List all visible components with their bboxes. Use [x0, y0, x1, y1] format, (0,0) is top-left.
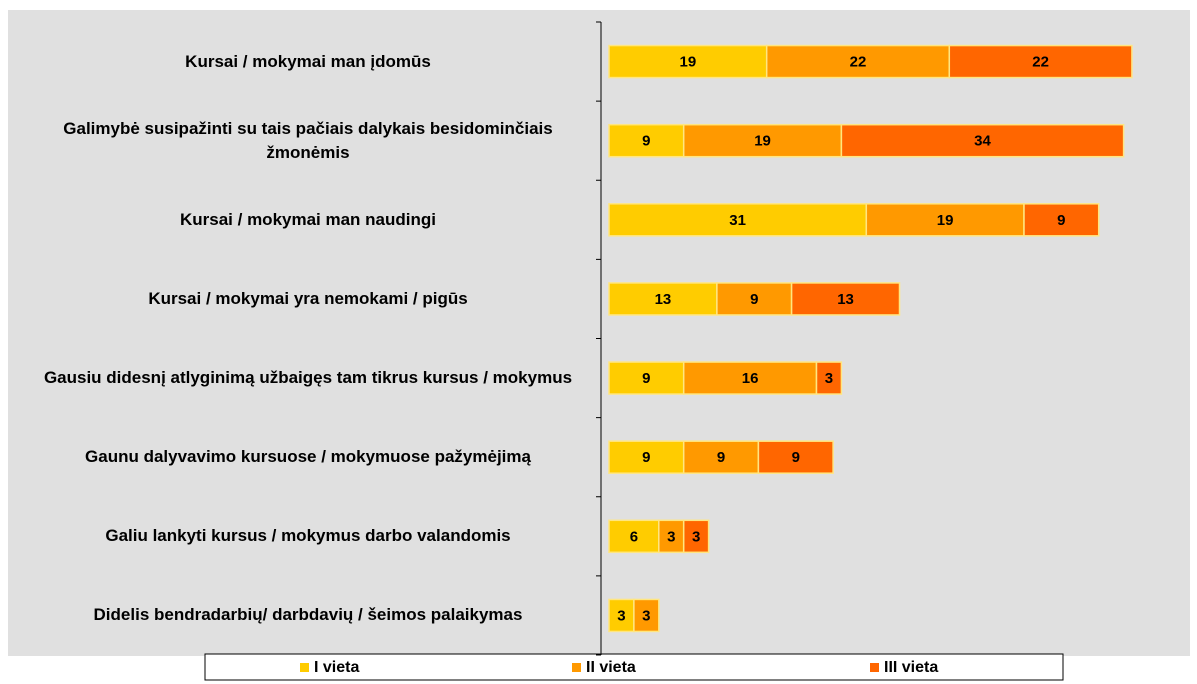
legend-label: II vieta [586, 659, 636, 676]
category-label: Didelis bendradarbių/ darbdavių / šeimos… [93, 605, 523, 625]
legend-swatch [870, 663, 879, 672]
bar-value-label: 19 [754, 133, 771, 150]
plot-background [8, 10, 1190, 656]
bar-value-label: 16 [742, 370, 759, 387]
bar-segment [682, 361, 818, 395]
bar-segment [948, 44, 1133, 79]
legend-label: III vieta [884, 659, 938, 676]
bar-value-label: 34 [974, 133, 991, 150]
bar-segment [865, 203, 1025, 237]
bar-value-label: 9 [717, 449, 725, 466]
bar-value-label: 9 [1057, 212, 1065, 229]
bar-segment [757, 440, 834, 474]
bar-value-label: 9 [792, 449, 800, 466]
bar-segment [765, 44, 951, 79]
bar-segment [608, 519, 660, 554]
category-label: Galimybė susipažinti su tais pačiais dal… [63, 118, 553, 162]
bar-value-label: 3 [825, 370, 833, 387]
bar-value-label: 6 [630, 528, 638, 545]
bar-segment [608, 282, 718, 316]
bar-segment [633, 598, 660, 633]
bar-segment [815, 361, 843, 395]
bar-value-label: 22 [850, 54, 867, 71]
bar-segment [840, 123, 1125, 158]
bar-segment [682, 519, 710, 554]
bar-segment [1023, 203, 1100, 237]
bar-value-label: 3 [617, 607, 625, 624]
bar-segment [608, 440, 685, 474]
bar-value-label: 9 [642, 449, 650, 466]
bar-segment [790, 282, 901, 316]
bar-value-label: 9 [642, 370, 650, 387]
category-label: Gausiu didesnį atlyginimą užbaigęs tam t… [43, 368, 573, 388]
bar-value-label: 31 [729, 212, 746, 229]
category-label: Kursai / mokymai yra nemokami / pigūs [148, 288, 468, 308]
bar-segment [608, 123, 685, 158]
bar-value-label: 9 [750, 291, 758, 308]
bar-segment [608, 44, 768, 79]
bar-segment [608, 361, 685, 395]
bar-value-label: 13 [655, 291, 672, 308]
legend-swatch [300, 663, 309, 672]
legend-swatch [572, 663, 581, 672]
bar-segment [682, 123, 843, 158]
bar-value-label: 22 [1032, 54, 1049, 71]
bar-segment [682, 440, 760, 474]
legend-label: I vieta [314, 659, 359, 676]
category-label: Gaunu dalyvavimo kursuose / mokymuose pa… [85, 447, 531, 467]
bar-value-label: 19 [937, 212, 954, 229]
bar-value-label: 3 [692, 528, 700, 545]
bar-value-label: 13 [837, 291, 854, 308]
bar-value-label: 19 [680, 54, 697, 71]
category-label: Kursai / mokymai man naudingi [179, 209, 436, 229]
category-label: Kursai / mokymai man įdomūs [185, 51, 431, 71]
bar-value-label: 9 [642, 133, 650, 150]
bar-value-label: 3 [667, 528, 675, 545]
bar-value-label: 3 [642, 607, 650, 624]
legend-box [204, 653, 1064, 681]
category-label: Galiu lankyti kursus / mokymus darbo val… [105, 526, 511, 546]
bar-segment [608, 203, 868, 237]
